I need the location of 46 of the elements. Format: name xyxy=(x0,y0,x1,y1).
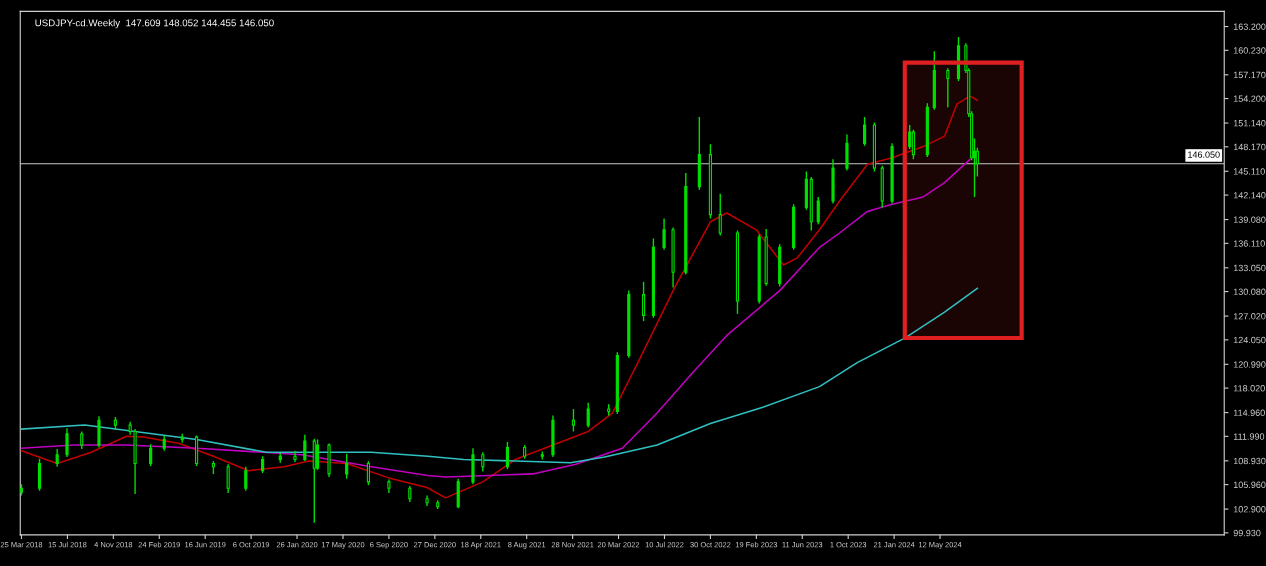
candlestick xyxy=(149,443,153,467)
candlestick xyxy=(946,67,950,109)
y-tick-label: 105.960 xyxy=(1233,481,1266,488)
candlestick xyxy=(586,401,590,429)
y-tick-label: 145.110 xyxy=(1233,168,1265,175)
y-tick-label: 142.140 xyxy=(1233,192,1266,199)
candlestick xyxy=(345,453,349,480)
candlestick xyxy=(505,441,509,470)
candlestick xyxy=(244,465,248,492)
y-tick-label: 114.960 xyxy=(1233,409,1265,416)
candlestick xyxy=(718,193,722,237)
candlestick xyxy=(662,217,666,251)
y-tick-label: 136.110 xyxy=(1233,240,1265,247)
y-tick-label: 160.230 xyxy=(1233,47,1266,54)
y-tick-label: 151.140 xyxy=(1233,120,1266,127)
y-tick-label: 118.020 xyxy=(1233,385,1265,392)
line-series xyxy=(20,158,971,478)
candlestick xyxy=(911,129,915,161)
candlestick xyxy=(816,196,820,225)
y-tick-label: 163.200 xyxy=(1233,23,1266,30)
candlestick xyxy=(571,408,576,433)
y-tick-label: 130.080 xyxy=(1233,288,1266,295)
y-tick-label: 148.170 xyxy=(1233,143,1266,151)
y-tick-label: 157.170 xyxy=(1233,71,1266,79)
y-tick-label: 120.990 xyxy=(1233,361,1266,368)
line-series xyxy=(20,287,979,464)
candlestick xyxy=(315,438,320,471)
y-tick-label: 154.200 xyxy=(1233,95,1266,102)
y-tick-label: 133.050 xyxy=(1233,264,1266,272)
candlestick xyxy=(481,451,485,473)
y-tick-label: 127.020 xyxy=(1233,313,1266,320)
y-tick-label: 139.080 xyxy=(1233,216,1266,223)
candlestick xyxy=(65,427,69,458)
candlestick xyxy=(641,281,646,322)
y-tick-label: 124.050 xyxy=(1233,336,1266,344)
candlestick xyxy=(863,116,867,147)
y-tick-label: 99.930 xyxy=(1233,529,1261,537)
y-tick-label: 111.990 xyxy=(1233,433,1265,440)
y-tick-label: 108.930 xyxy=(1233,457,1266,465)
ref-line-label: 146.050 xyxy=(1188,151,1220,158)
line-series xyxy=(20,95,979,499)
candlestick xyxy=(303,433,307,462)
y-tick-label: 102.900 xyxy=(1233,506,1266,513)
candlestick xyxy=(366,460,370,486)
candlestick xyxy=(226,463,230,494)
text: USDJPY-cd.Weekly 147.609 148.052 144.455 146.050 xyxy=(35,19,274,29)
